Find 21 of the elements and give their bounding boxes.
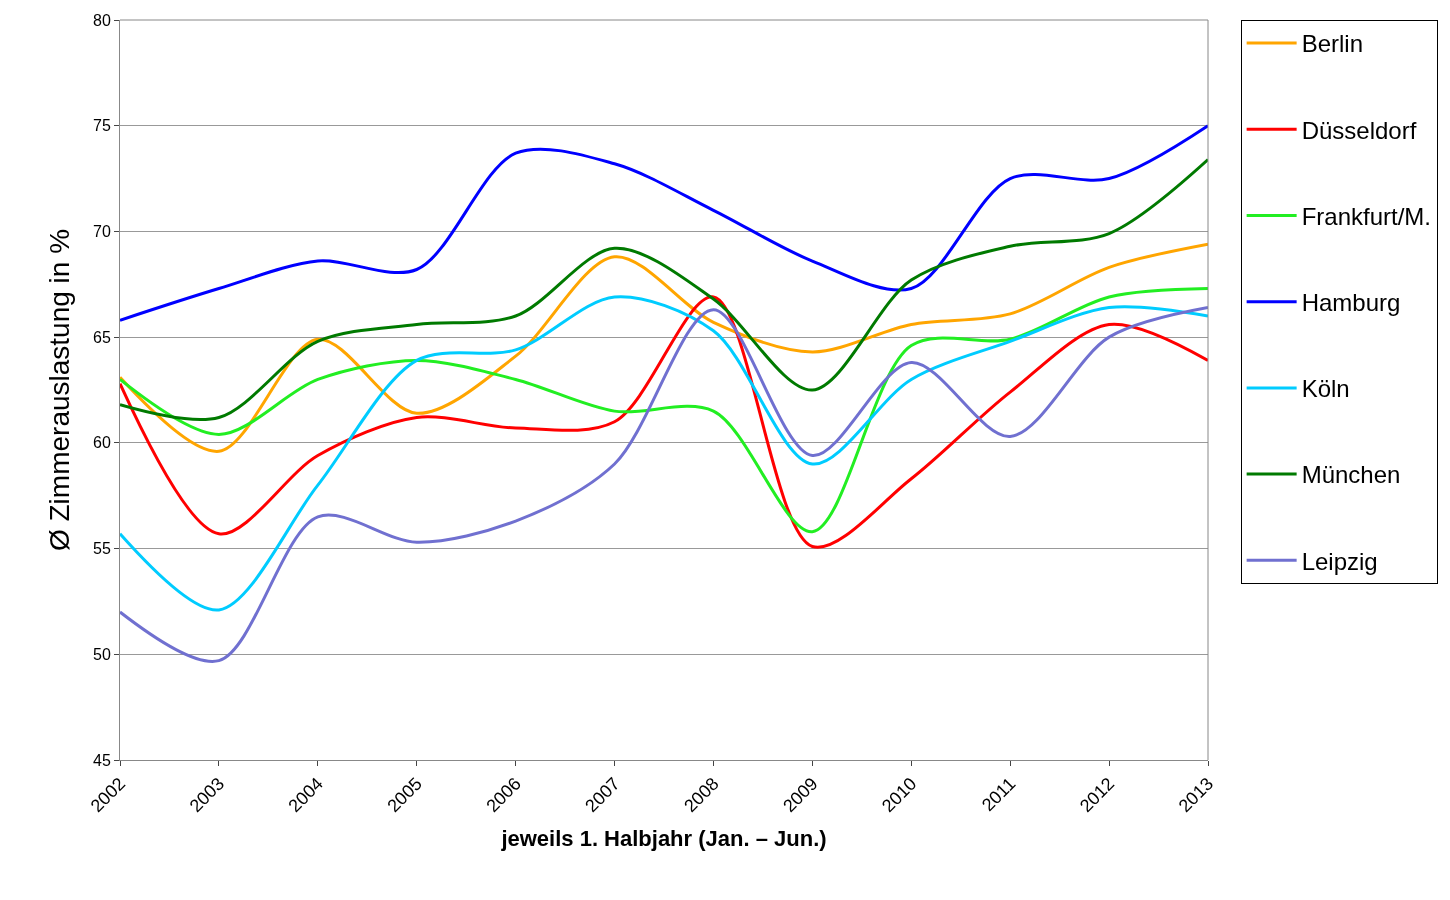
y-axis-title: Ø Zimmerauslastung in % — [43, 228, 75, 552]
line-series — [120, 124, 1208, 322]
y-tick-label: 80 — [93, 11, 111, 29]
legend-label: München — [1301, 461, 1401, 489]
line-series — [120, 242, 1208, 453]
x-axis-title: jeweils 1. Halbjahr (Jan. – Jun.) — [500, 826, 827, 852]
legend-label: Berlin — [1301, 30, 1363, 58]
y-tick-label: 60 — [93, 434, 111, 452]
y-tick-label: 75 — [93, 117, 111, 135]
y-tick-label: 70 — [93, 223, 111, 241]
legend-label: Leipzig — [1301, 547, 1378, 575]
legend-label: Düsseldorf — [1301, 116, 1417, 144]
legend-label: Frankfurt/M. — [1301, 202, 1431, 230]
legend-label: Hamburg — [1301, 289, 1401, 317]
legend-label: Köln — [1301, 375, 1350, 403]
y-tick-label: 45 — [93, 751, 111, 769]
y-tick-label: 50 — [93, 645, 111, 663]
y-tick-label: 55 — [93, 540, 111, 558]
line-series — [120, 306, 1208, 663]
line-series — [120, 295, 1208, 612]
y-tick-label: 65 — [93, 328, 111, 346]
